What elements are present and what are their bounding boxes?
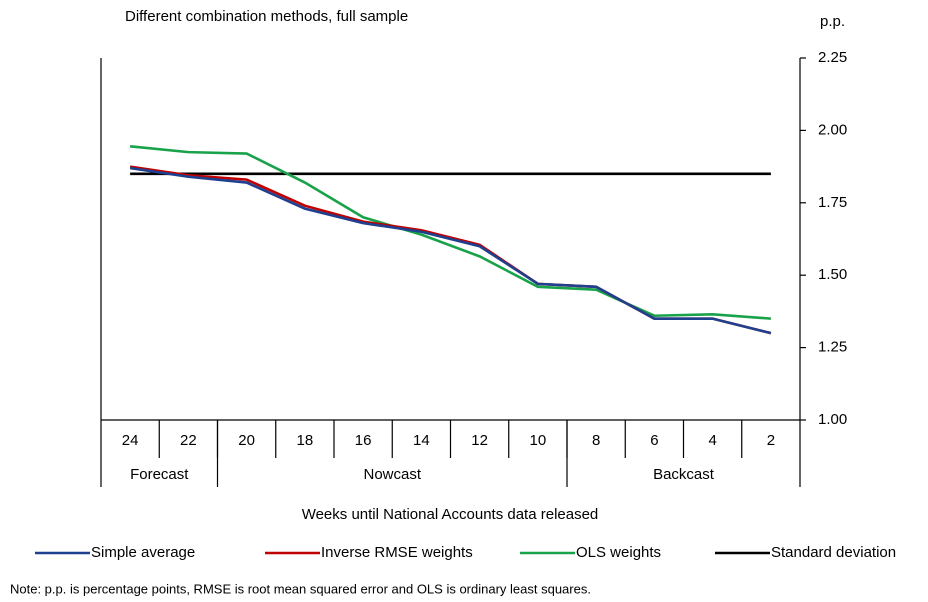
y-tick-label: 1.75 [818, 194, 847, 211]
chart-title: Different combination methods, full samp… [125, 8, 408, 25]
x-tick-label: 20 [238, 432, 255, 449]
x-tick-label: 8 [592, 432, 600, 449]
legend-label: Standard deviation [771, 544, 896, 561]
x-tick-label: 6 [650, 432, 658, 449]
x-tick-label: 10 [530, 432, 547, 449]
x-tick-label: 16 [355, 432, 372, 449]
y-tick-label: 1.25 [818, 339, 847, 356]
group-label: Forecast [130, 466, 189, 483]
y-tick-label: 1.50 [818, 266, 847, 283]
series-line [129, 165, 772, 335]
y-tick-label: 1.00 [818, 411, 847, 428]
x-tick-label: 18 [297, 432, 314, 449]
y-unit: p.p. [820, 13, 845, 30]
x-tick-label: 4 [708, 432, 716, 449]
legend-label: Simple average [91, 544, 195, 561]
y-tick-label: 2.25 [818, 49, 847, 66]
x-axis-label: Weeks until National Accounts data relea… [302, 506, 599, 523]
series-line [129, 166, 772, 335]
note: Note: p.p. is percentage points, RMSE is… [10, 581, 591, 596]
x-tick-label: 22 [180, 432, 197, 449]
group-label: Backcast [653, 466, 715, 483]
legend-label: Inverse RMSE weights [321, 544, 473, 561]
x-tick-label: 12 [471, 432, 488, 449]
x-tick-label: 14 [413, 432, 430, 449]
group-label: Nowcast [363, 466, 421, 483]
legend-label: OLS weights [576, 544, 661, 561]
series-line [129, 145, 771, 320]
x-tick-label: 2 [767, 432, 775, 449]
x-tick-label: 24 [122, 432, 139, 449]
y-tick-label: 2.00 [818, 121, 847, 138]
